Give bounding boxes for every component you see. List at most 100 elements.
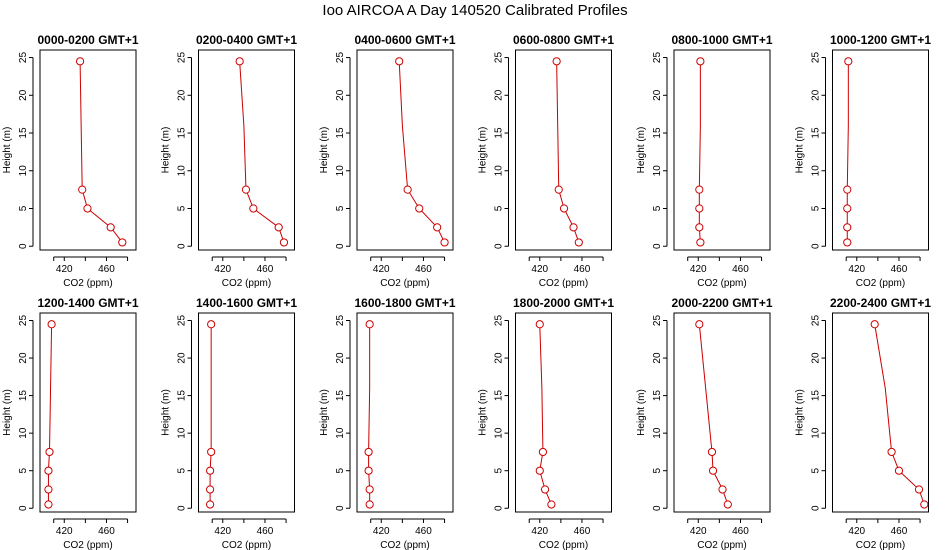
y-tick-label: 15 [652,390,663,402]
y-tick-label: 10 [18,165,29,177]
y-tick-label: 5 [18,467,29,473]
y-axis-label: Height (m) [636,389,647,436]
profile-point [433,223,442,232]
y-tick-label: 25 [811,52,822,64]
profile-point [206,466,215,475]
panel-title: 0800-1000 GMT+1 [671,33,772,47]
profile-point [696,238,705,247]
plot-frame [515,312,612,513]
y-tick-label: 10 [811,165,822,177]
profile-point [535,466,544,475]
profile-point [695,185,704,194]
profile-line [698,61,701,243]
main-title: Ioo AIRCOA A Day 140520 Calibrated Profi… [322,2,628,19]
y-axis-label: Height (m) [2,127,13,174]
y-tick-label: 15 [335,127,346,139]
x-tick-label: 420 [214,264,231,275]
y-tick-label: 5 [335,205,346,211]
y-tick-label: 5 [18,205,29,211]
profile-point [569,223,578,232]
profile-point [78,185,87,194]
profile-point [403,185,412,194]
profile-point [844,57,853,66]
y-tick-label: 25 [335,315,346,327]
y-tick-label: 25 [652,52,663,64]
y-tick-label: 5 [494,467,505,473]
profile-point [887,447,896,457]
x-tick-label: 460 [98,526,115,537]
profile-line [539,324,552,505]
profile-point [364,466,373,475]
y-tick-label: 20 [18,352,29,364]
profile-point [395,57,404,66]
plot-frame [673,49,771,251]
y-axis-label: Height (m) [161,127,172,174]
y-tick-label: 20 [18,89,29,101]
y-tick-label: 20 [494,352,505,364]
y-tick-label: 20 [494,89,505,101]
x-tick-label: 420 [690,526,707,537]
profile-point [695,320,704,329]
profile-point [870,320,879,329]
y-tick-label: 15 [494,127,505,139]
y-axis-label: Height (m) [161,389,172,436]
x-axis-label: CO2 (ppm) [63,278,112,289]
x-tick-label: 460 [732,264,749,275]
x-axis-label: CO2 (ppm) [856,278,905,289]
profile-point [206,500,215,509]
panel-title: 1200-1400 GMT+1 [37,296,138,310]
y-tick-label: 20 [811,89,822,101]
profile-point [708,466,718,475]
y-tick-label: 0 [652,243,663,249]
y-tick-label: 20 [652,89,663,101]
profile-point [894,466,904,475]
profile-point [552,57,561,66]
x-tick-label: 460 [891,526,908,537]
profile-point [415,204,424,213]
y-tick-label: 25 [177,52,188,64]
x-tick-label: 460 [98,264,115,275]
y-tick-label: 5 [494,205,505,211]
y-tick-label: 25 [18,52,29,64]
x-tick-label: 420 [690,264,707,275]
x-tick-label: 460 [415,526,432,537]
panel-title: 2000-2200 GMT+1 [671,296,772,310]
profile-line [874,324,925,505]
panel-title: 2200-2400 GMT+1 [830,296,931,310]
panel-title: 1800-2000 GMT+1 [513,296,614,310]
y-tick-label: 25 [652,315,663,327]
x-tick-label: 460 [415,264,432,275]
x-tick-label: 460 [257,264,274,275]
profile-point [274,223,283,232]
x-axis-label: CO2 (ppm) [697,278,746,289]
y-axis-label: Height (m) [478,389,489,436]
profile-line [398,61,446,243]
profile-point [574,238,583,247]
y-tick-label: 5 [811,205,822,211]
x-tick-label: 420 [848,264,865,275]
x-tick-label: 420 [531,264,548,275]
y-tick-label: 0 [811,505,822,511]
profile-point [75,57,85,66]
profile-point [241,185,251,194]
y-tick-label: 15 [18,127,29,139]
profile-point [696,57,705,66]
y-tick-label: 10 [494,165,505,177]
x-tick-label: 460 [574,264,591,275]
x-tick-label: 420 [56,526,73,537]
profile-point [538,447,548,457]
y-tick-label: 0 [494,243,505,249]
profile-point [723,500,732,509]
profile-point [535,320,544,329]
x-axis-label: CO2 (ppm) [380,278,429,289]
profile-point [843,223,852,232]
profile-point [206,485,215,494]
y-tick-label: 10 [18,427,29,439]
y-tick-label: 0 [18,505,29,511]
y-tick-label: 10 [811,427,822,439]
y-tick-label: 0 [177,243,188,249]
profile-point [44,500,53,509]
profile-point [249,204,258,213]
